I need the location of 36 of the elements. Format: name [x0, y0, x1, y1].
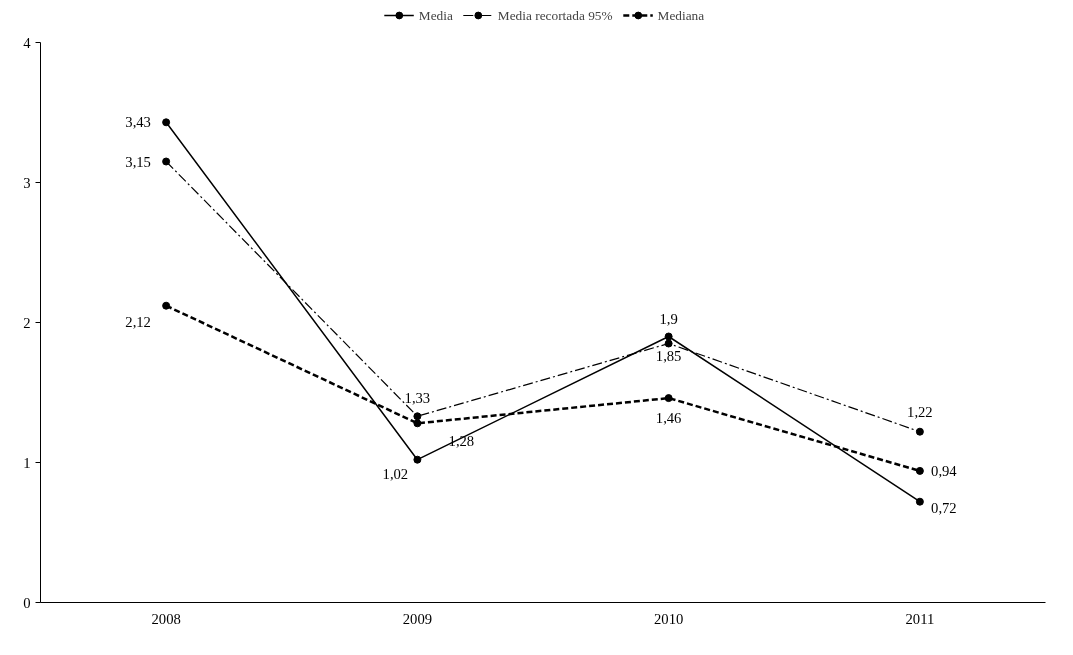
point	[664, 332, 673, 341]
point	[915, 497, 924, 506]
y-tick-label: 4	[23, 34, 32, 51]
point	[915, 427, 924, 436]
legend-label: Media	[418, 7, 453, 23]
x-tick-label: 2011	[905, 610, 935, 627]
y-tick-label: 0	[23, 594, 31, 611]
data-label: 3,15	[125, 153, 151, 170]
x-tick-label: 2008	[151, 610, 181, 627]
point	[664, 394, 673, 403]
y-tick-label: 1	[23, 454, 31, 471]
x-tick-label: 2009	[402, 610, 433, 627]
data-label: 1,02	[382, 465, 409, 482]
data-label: 1,85	[655, 347, 682, 364]
data-label: 1,46	[655, 410, 682, 427]
point	[664, 339, 673, 348]
data-label: 2,12	[125, 313, 151, 330]
data-label: 0,94	[931, 462, 958, 479]
y-tick-label: 3	[23, 174, 31, 191]
data-label: 1,9	[659, 310, 678, 327]
point	[413, 455, 422, 464]
legend-label: Media recortada 95%	[497, 7, 613, 23]
data-label: 0,72	[931, 499, 957, 516]
x-tick-label: 2010	[653, 610, 684, 627]
legend-label: Mediana	[657, 7, 705, 23]
data-label: 1,22	[907, 403, 933, 420]
data-label: 3,43	[125, 114, 151, 131]
point	[162, 157, 171, 166]
point	[162, 118, 171, 127]
data-label: 1,33	[404, 390, 431, 407]
point	[162, 301, 171, 310]
data-label: 1,28	[448, 433, 475, 450]
point	[413, 412, 422, 421]
y-tick-label: 2	[23, 314, 31, 331]
point	[915, 466, 924, 475]
point	[413, 419, 422, 428]
